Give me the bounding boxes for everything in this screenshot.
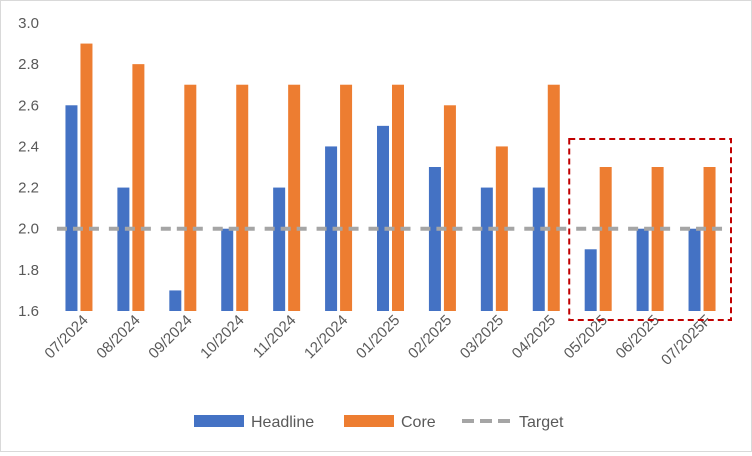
core-bar <box>443 105 456 312</box>
core-legend-label: Core <box>401 414 436 431</box>
core-bar <box>132 64 145 311</box>
headline-bar <box>688 228 701 311</box>
y-tick-label: 2.8 <box>18 56 39 73</box>
y-tick-label: 2.0 <box>18 221 39 238</box>
forecast-highlight-box <box>568 138 732 321</box>
target-legend-label: Target <box>519 414 564 431</box>
x-tick-label: 10/2024 <box>197 312 247 362</box>
headline-bar <box>273 187 286 311</box>
x-tick-label: 07/2024 <box>41 312 91 362</box>
core-bar <box>703 167 716 311</box>
headline-bar <box>636 228 649 311</box>
headline-bar <box>117 187 130 311</box>
x-tick-label: 03/2025 <box>457 312 507 362</box>
core-bar <box>80 43 93 311</box>
headline-bar <box>65 105 78 312</box>
y-tick-label: 2.2 <box>18 180 39 197</box>
y-tick-label: 3.0 <box>18 15 39 32</box>
y-tick-label: 2.4 <box>18 138 39 155</box>
core-legend-swatch <box>344 415 394 427</box>
headline-bar <box>221 228 234 311</box>
core-bar <box>288 84 301 311</box>
x-tick-label: 12/2024 <box>301 312 351 362</box>
headline-bar <box>428 167 441 311</box>
x-tick-label: 07/2025F <box>658 312 715 369</box>
core-bar <box>340 84 353 311</box>
core-bar <box>495 146 508 311</box>
core-bar <box>184 84 197 311</box>
headline-bar <box>377 125 389 311</box>
x-tick-label: 04/2025 <box>509 312 559 362</box>
y-tick-label: 1.8 <box>18 262 39 279</box>
core-bar <box>236 84 249 311</box>
core-bar <box>599 167 612 311</box>
x-tick-label: 02/2025 <box>405 312 455 362</box>
x-tick-label: 09/2024 <box>145 312 195 362</box>
forecast-highlight-rect <box>568 138 732 321</box>
headline-legend-swatch <box>194 415 244 427</box>
x-tick-label: 01/2025 <box>353 312 403 362</box>
y-axis-ticks: 1.6 1.8 2.0 2.2 2.4 2.6 2.8 3.0 <box>18 15 39 320</box>
headline-bar <box>532 187 545 311</box>
core-bar <box>392 84 404 311</box>
headline-bar <box>584 249 597 311</box>
headline-bar <box>480 187 493 311</box>
headline-bar <box>169 290 182 311</box>
legend: Headline Core Target <box>194 414 564 431</box>
y-tick-label: 2.6 <box>18 97 39 114</box>
bars <box>65 43 716 312</box>
headline-bar <box>325 146 338 311</box>
x-tick-label: 08/2024 <box>93 312 143 362</box>
x-axis-ticks: 07/2024 08/2024 09/2024 10/2024 11/2024 12/20… <box>41 312 714 369</box>
core-bar <box>547 84 560 311</box>
y-tick-label: 1.6 <box>18 303 39 320</box>
core-bar <box>651 167 664 311</box>
x-tick-label: 11/2024 <box>250 312 300 362</box>
headline-legend-label: Headline <box>251 414 314 431</box>
